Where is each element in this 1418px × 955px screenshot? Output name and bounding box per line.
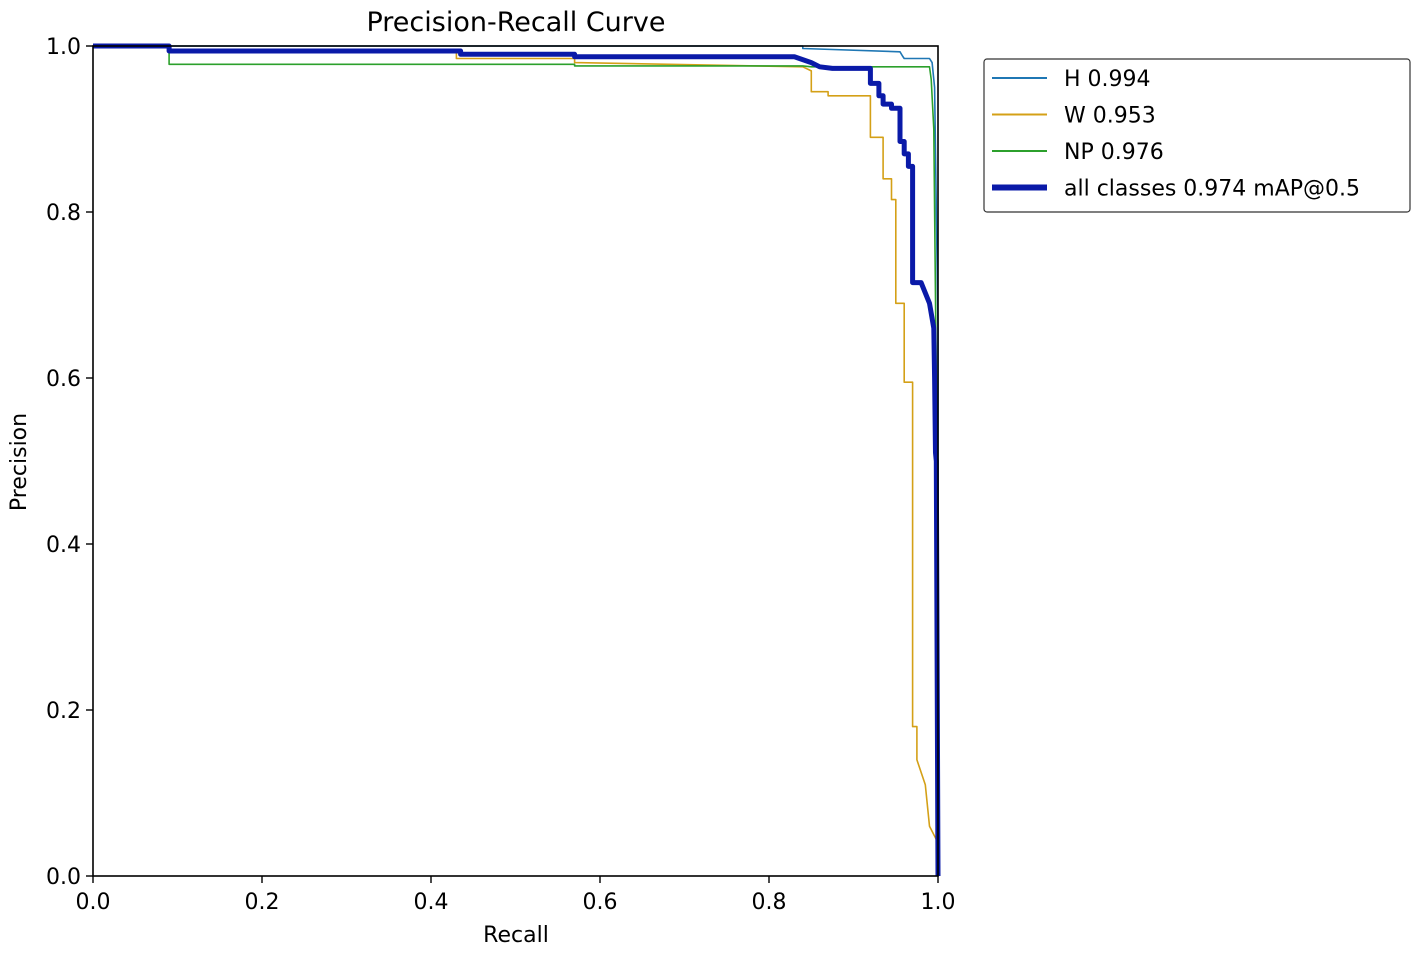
x-tick-label: 0.6 (583, 890, 618, 915)
x-tick-label: 0.0 (76, 890, 111, 915)
legend-items: H 0.994 W 0.953 NP 0.976 all classes 0.974 … (992, 67, 1360, 202)
axes-frame (92, 45, 939, 877)
legend-frame (983, 58, 1411, 213)
series-line-1 (93, 45, 939, 876)
series-line-0 (93, 45, 939, 876)
plot-area (92, 43, 941, 877)
x-tick-label: 1.0 (921, 890, 956, 915)
y-tick-label: 0.8 (46, 201, 81, 226)
x-axis-label: Recall (483, 923, 549, 948)
x-axis: 0.0 0.2 0.4 0.6 0.8 1.0 (76, 876, 956, 915)
series-line-3 (93, 43, 941, 877)
y-tick-label: 0.6 (46, 367, 81, 392)
legend-label-3: all classes 0.974 mAP@0.5 (1064, 177, 1360, 202)
series-layer (93, 43, 941, 877)
chart-title: Precision-Recall Curve (366, 7, 665, 38)
legend-label-1: W 0.953 (1064, 104, 1156, 129)
y-axis-label: Precision (7, 413, 32, 511)
y-axis: 0.0 0.2 0.4 0.6 0.8 1.0 (46, 35, 93, 890)
legend-label-0: H 0.994 (1064, 67, 1151, 92)
y-tick-label: 0.2 (46, 699, 81, 724)
legend: H 0.994 W 0.953 NP 0.976 all classes 0.974 … (983, 58, 1411, 213)
x-tick-label: 0.4 (414, 890, 449, 915)
x-tick-label: 0.2 (245, 890, 280, 915)
series-line-2 (93, 45, 939, 877)
legend-label-2: NP 0.976 (1064, 140, 1164, 165)
y-tick-label: 1.0 (46, 35, 81, 60)
y-tick-label: 0.4 (46, 533, 81, 558)
x-tick-label: 0.8 (752, 890, 787, 915)
y-tick-label: 0.0 (46, 865, 81, 890)
